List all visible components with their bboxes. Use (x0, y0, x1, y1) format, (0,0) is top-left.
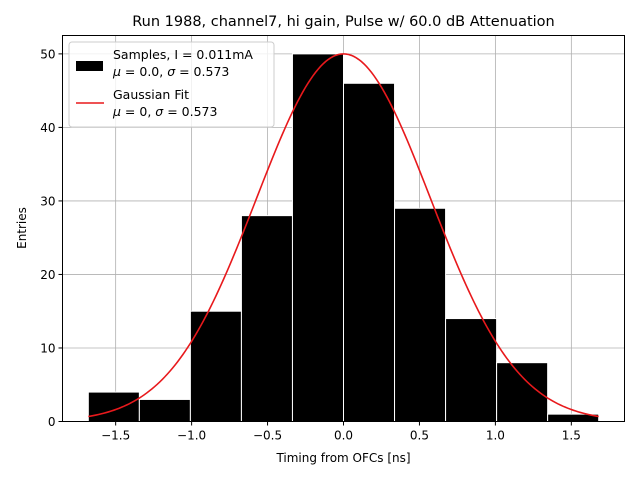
y-tick-label: 0 (48, 415, 56, 429)
y-tick-label: 30 (40, 194, 55, 208)
x-tick-label: −1.0 (177, 429, 206, 443)
x-tick-label: −0.5 (253, 429, 282, 443)
histogram-bar (343, 82, 396, 423)
y-axis-label: Entries (15, 207, 29, 249)
x-tick-label: 0.5 (410, 429, 429, 443)
gaussian-fit (88, 53, 599, 418)
legend-samples-swatch (76, 61, 103, 71)
histogram-bars (87, 53, 600, 423)
legend-samples-line1: Samples, I = 0.011mA (113, 47, 253, 62)
x-tick-label: −1.5 (101, 429, 130, 443)
gaussian-fit-curve (88, 53, 599, 418)
y-tick-label: 10 (40, 341, 55, 355)
y-tick-label: 40 (40, 121, 55, 135)
y-tick-label: 20 (40, 268, 55, 282)
x-tick-label: 1.0 (486, 429, 505, 443)
histogram-bar (138, 398, 191, 423)
histogram-bar (87, 391, 140, 423)
x-tick-label: 1.5 (562, 429, 581, 443)
legend-box (68, 41, 275, 128)
x-axis-label: Timing from OFCs [ns] (275, 451, 410, 465)
legend-fit-line1: Gaussian Fit (113, 87, 189, 102)
histogram-bar (189, 310, 242, 423)
y-tick-label: 50 (40, 47, 55, 61)
histogram-bar (240, 215, 293, 422)
x-axis-ticks: −1.5 −1.0 −0.5 0.0 0.5 1.0 1.5 (101, 421, 581, 443)
legend: Samples, I = 0.011mA μ = 0.0, σ = 0.573 … (68, 41, 275, 128)
histogram-bar (291, 53, 344, 422)
chart-title: Run 1988, channel7, hi gain, Pulse w/ 60… (132, 14, 555, 30)
histogram-bar (445, 318, 498, 423)
legend-samples-line2: μ = 0.0, σ = 0.573 (112, 64, 229, 79)
x-tick-label: 0.0 (334, 429, 353, 443)
histogram-bar (394, 207, 447, 422)
y-axis-ticks: 0 10 20 30 40 50 (40, 47, 63, 429)
legend-fit-line2: μ = 0, σ = 0.573 (112, 104, 217, 119)
